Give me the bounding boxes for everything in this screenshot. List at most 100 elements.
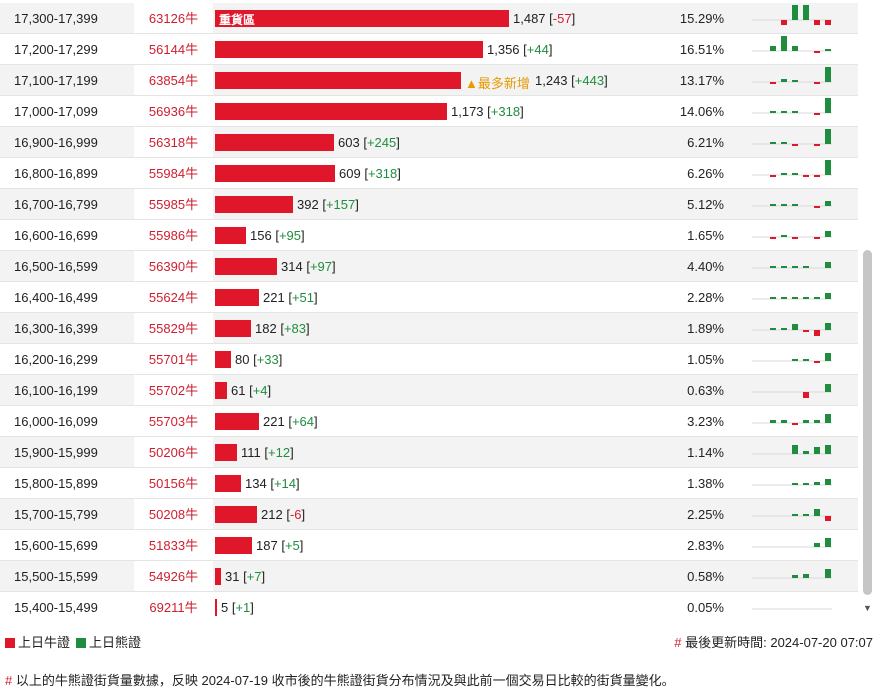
strike-range: 15,500-15,599 bbox=[14, 569, 98, 584]
sparkline-bar bbox=[803, 359, 809, 361]
volume-bar bbox=[215, 506, 257, 523]
strike-range: 17,300-17,399 bbox=[14, 11, 98, 26]
volume-change-sparkline bbox=[752, 538, 832, 548]
legend-bear-label: 上日熊證 bbox=[89, 635, 142, 650]
bull-swatch-icon bbox=[5, 638, 15, 648]
strike-range: 16,600-16,699 bbox=[14, 228, 98, 243]
strike-range: 16,400-16,499 bbox=[14, 290, 98, 305]
sparkline-bar bbox=[803, 297, 809, 299]
volume-change-sparkline bbox=[752, 98, 832, 115]
table-row: 16,600-16,699 55986牛 156 [+95] 1.65% bbox=[0, 220, 858, 251]
sparkline-bar bbox=[781, 204, 787, 206]
volume-count: 80 bbox=[235, 352, 250, 367]
volume-value: 221 [+64] bbox=[263, 414, 318, 429]
volume-count: 221 bbox=[263, 414, 285, 429]
warrant-code-link[interactable]: 54926牛 bbox=[134, 561, 213, 591]
volume-change-sparkline bbox=[752, 67, 832, 84]
volume-change: +7 bbox=[246, 569, 262, 584]
volume-bar bbox=[215, 320, 251, 337]
warrant-code-link[interactable]: 51833牛 bbox=[134, 530, 213, 560]
table-row: 16,700-16,799 55985牛 392 [+157] 5.12% bbox=[0, 189, 858, 220]
scrollbar-thumb[interactable] bbox=[863, 250, 872, 595]
volume-change: +4 bbox=[252, 383, 268, 398]
sparkline-bar bbox=[825, 293, 831, 299]
warrant-code-link[interactable]: 55984牛 bbox=[134, 158, 213, 188]
table-row: 16,400-16,499 55624牛 221 [+51] 2.28% bbox=[0, 282, 858, 313]
warrant-code-link[interactable]: 55702牛 bbox=[134, 375, 213, 405]
warrant-code-link[interactable]: 56390牛 bbox=[134, 251, 213, 281]
sparkline-bar bbox=[781, 36, 787, 51]
table-row: 15,600-15,699 51833牛 187 [+5] 2.83% bbox=[0, 530, 858, 561]
volume-bar bbox=[215, 289, 259, 306]
table-row: 17,300-17,399 63126牛 重貨區 1,487 [-57] 15.29% bbox=[0, 3, 858, 34]
strike-range: 16,300-16,399 bbox=[14, 321, 98, 336]
warrant-code-link[interactable]: 55624牛 bbox=[134, 282, 213, 312]
sparkline-bar bbox=[814, 297, 820, 299]
updated-text: 最後更新時間: 2024-07-20 07:07 bbox=[685, 635, 873, 650]
strike-range: 17,100-17,199 bbox=[14, 73, 98, 88]
volume-bar bbox=[215, 475, 241, 492]
sparkline-bar bbox=[792, 266, 798, 268]
warrant-code-link[interactable]: 63126牛 bbox=[134, 3, 213, 33]
strike-range: 16,700-16,799 bbox=[14, 197, 98, 212]
volume-change-sparkline bbox=[752, 479, 832, 486]
sparkline-bar bbox=[781, 235, 787, 237]
sparkline-bar bbox=[781, 111, 787, 113]
sparkline-bar bbox=[814, 175, 820, 177]
warrant-code-link[interactable]: 55703牛 bbox=[134, 406, 213, 436]
volume-change: +14 bbox=[273, 476, 296, 491]
warrant-code-link[interactable]: 69211牛 bbox=[134, 592, 213, 622]
sparkline-bar bbox=[792, 204, 798, 206]
sparkline-bar bbox=[803, 420, 809, 423]
sparkline-bar bbox=[781, 297, 787, 299]
warrant-code-link[interactable]: 56318牛 bbox=[134, 127, 213, 157]
warrant-code-link[interactable]: 55829牛 bbox=[134, 313, 213, 343]
sparkline-bar bbox=[803, 266, 809, 268]
volume-change: +318 bbox=[490, 104, 521, 119]
vertical-scrollbar[interactable]: ▼ bbox=[861, 0, 874, 622]
volume-count: 187 bbox=[256, 538, 278, 553]
volume-change-sparkline bbox=[752, 414, 832, 425]
warrant-code-link[interactable]: 50206牛 bbox=[134, 437, 213, 467]
volume-bar bbox=[215, 568, 221, 585]
warrant-code-link[interactable]: 56936牛 bbox=[134, 96, 213, 126]
sparkline-bar bbox=[792, 359, 798, 361]
volume-count: 134 bbox=[245, 476, 267, 491]
sparkline-bar bbox=[803, 514, 809, 516]
sparkline-bar bbox=[792, 46, 798, 51]
volume-percent: 0.58% bbox=[687, 569, 724, 584]
legend-bull: 上日牛證 bbox=[5, 632, 70, 651]
volume-count: 603 bbox=[338, 135, 360, 150]
volume-change: -57 bbox=[552, 11, 572, 26]
warrant-code-link[interactable]: 56144牛 bbox=[134, 34, 213, 64]
volume-percent: 1.38% bbox=[687, 476, 724, 491]
scroll-down-arrow-icon[interactable]: ▼ bbox=[863, 603, 872, 613]
sparkline-bar bbox=[770, 204, 776, 206]
sparkline-bar bbox=[770, 142, 776, 144]
warrant-code-link[interactable]: 50208牛 bbox=[134, 499, 213, 529]
sparkline-bar bbox=[814, 447, 820, 454]
volume-bar bbox=[215, 227, 246, 244]
warrant-code-link[interactable]: 55701牛 bbox=[134, 344, 213, 374]
table-row: 15,900-15,999 50206牛 111 [+12] 1.14% bbox=[0, 437, 858, 468]
table-row: 16,000-16,099 55703牛 221 [+64] 3.23% bbox=[0, 406, 858, 437]
warrant-code-link[interactable]: 50156牛 bbox=[134, 468, 213, 498]
volume-percent: 2.25% bbox=[687, 507, 724, 522]
volume-count: 156 bbox=[250, 228, 272, 243]
warrant-code-link[interactable]: 55986牛 bbox=[134, 220, 213, 250]
sparkline-bar bbox=[770, 297, 776, 299]
sparkline-bar bbox=[792, 5, 798, 20]
volume-percent: 4.40% bbox=[687, 259, 724, 274]
volume-value: 314 [+97] bbox=[281, 259, 336, 274]
table-row: 16,200-16,299 55701牛 80 [+33] 1.05% bbox=[0, 344, 858, 375]
volume-count: 182 bbox=[255, 321, 277, 336]
sparkline-bar bbox=[825, 262, 831, 268]
volume-percent: 13.17% bbox=[679, 73, 724, 88]
sparkline-bar bbox=[814, 482, 820, 485]
warrant-code-link[interactable]: 55985牛 bbox=[134, 189, 213, 219]
warrant-code-link[interactable]: 63854牛 bbox=[134, 65, 213, 95]
volume-bar bbox=[215, 196, 293, 213]
volume-count: 1,243 bbox=[535, 73, 568, 88]
sparkline-bar bbox=[803, 451, 809, 454]
volume-count: 1,487 bbox=[513, 11, 546, 26]
